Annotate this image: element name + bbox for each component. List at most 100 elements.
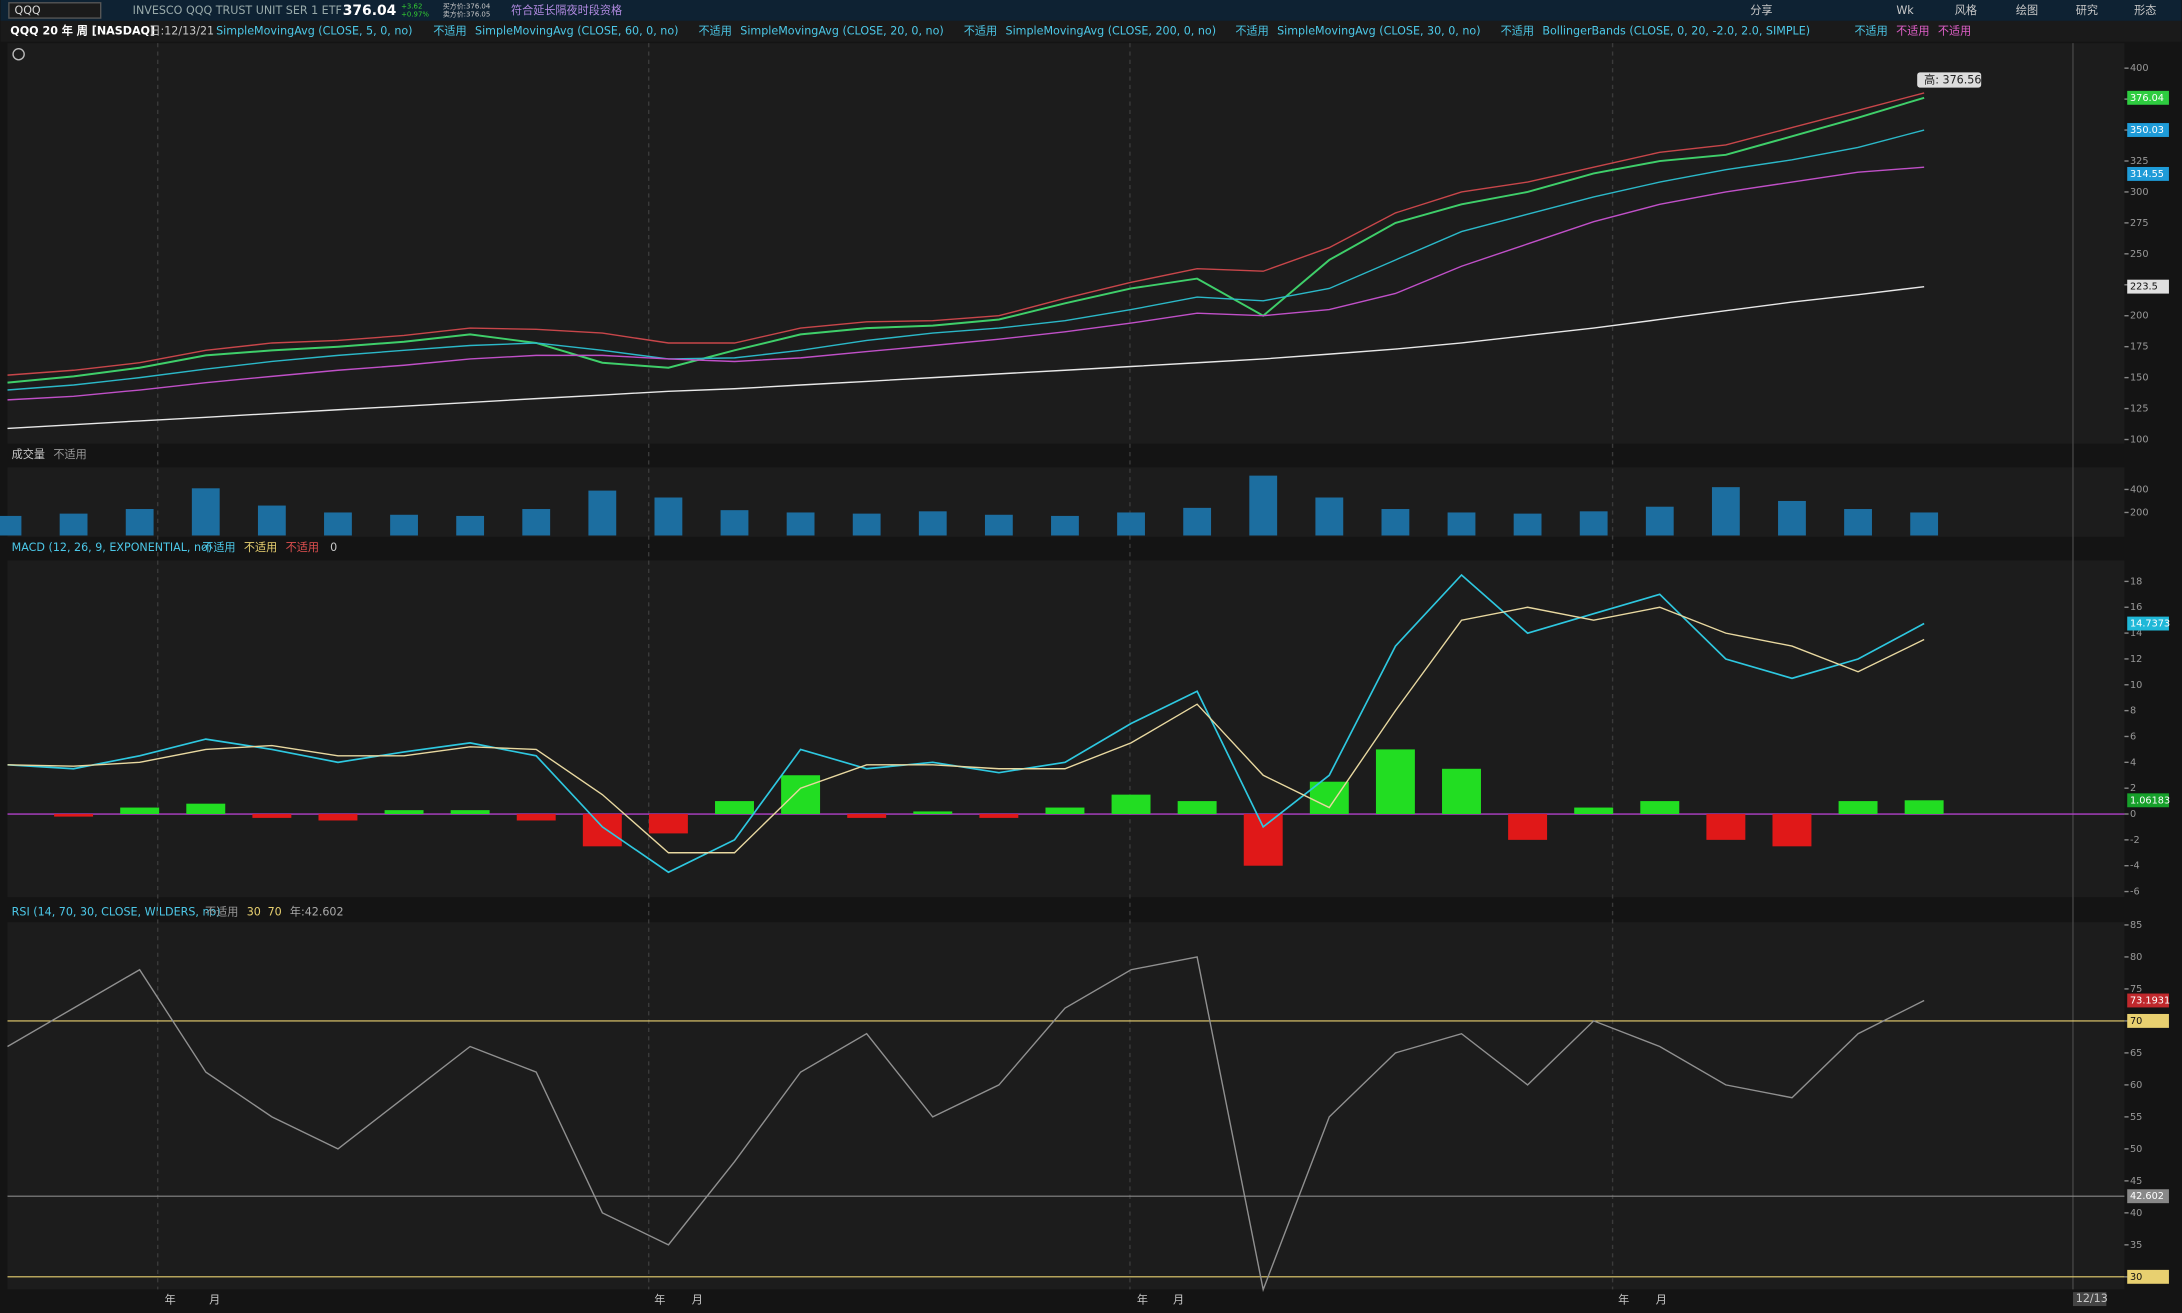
series-line	[7, 129, 1925, 391]
volume-bar	[1051, 515, 1079, 536]
histogram-bar	[1904, 800, 1944, 815]
series-line	[7, 92, 1925, 376]
histogram-bar	[516, 814, 556, 821]
value-badge	[2127, 279, 2169, 294]
badge-label: 42.602	[2130, 1191, 2164, 1202]
value-badge	[2127, 1269, 2169, 1284]
toolbar-button[interactable]: 风格	[1955, 3, 1977, 17]
y-tick-label: 85	[2130, 920, 2142, 931]
volume-bar	[1447, 512, 1476, 536]
y-tick-label: 35	[2130, 1240, 2142, 1251]
volume-bar	[786, 512, 815, 536]
value-badge	[2127, 1189, 2169, 1204]
volume-bar	[191, 488, 220, 536]
price-panel	[7, 43, 2125, 444]
histogram-bar	[1243, 814, 1283, 866]
y-tick-label: 14	[2130, 628, 2142, 639]
histogram-bar	[252, 814, 292, 818]
volume-bar	[0, 515, 22, 536]
macd-status: 不适用	[202, 541, 235, 554]
volume-bar	[852, 513, 881, 536]
description: INVESCO QQQ TRUST UNIT SER 1 ETF	[133, 4, 342, 17]
study-name[interactable]: SimpleMovingAvg (CLOSE, 30, 0, no)	[1277, 24, 1480, 37]
histogram-bar	[715, 801, 754, 815]
study-name[interactable]: SimpleMovingAvg (CLOSE, 20, 0, no)	[740, 24, 943, 37]
badge-label: 223.5	[2130, 282, 2158, 293]
toolbar	[0, 0, 2182, 21]
y-tick-label: 125	[2130, 404, 2149, 415]
badge-label: 70	[2130, 1016, 2142, 1027]
toolbar-button[interactable]: 形态	[2134, 4, 2156, 17]
macd-title: MACD (12, 26, 9, EXPONENTIAL, no)	[12, 541, 212, 554]
rsi-current: 年:42.602	[290, 904, 344, 918]
high-label: 高: 376.56	[1924, 73, 1981, 87]
aggregation[interactable]: Wk	[1896, 4, 1914, 17]
y-tick-label: 275	[2130, 218, 2149, 229]
histogram-bar	[1442, 768, 1481, 815]
histogram-bar	[979, 814, 1019, 818]
time-label: 年	[1137, 1292, 1148, 1306]
y-tick-label: 4	[2130, 757, 2136, 768]
volume-bar	[522, 509, 551, 536]
toolbar-button[interactable]: 绘图	[2016, 3, 2038, 17]
histogram-bar	[450, 810, 490, 815]
value-badge	[2127, 993, 2169, 1008]
y-tick-label: 0	[2130, 809, 2136, 820]
y-tick-label: 200	[2130, 507, 2149, 518]
study-name[interactable]: SimpleMovingAvg (CLOSE, 60, 0, no)	[475, 24, 678, 37]
symbol[interactable]: QQQ	[14, 4, 40, 17]
y-tick-label: -2	[2130, 835, 2140, 846]
toolbar-button[interactable]: 研究	[2076, 3, 2098, 17]
study-status: 不适用	[1854, 24, 1887, 37]
volume-bar	[984, 514, 1013, 536]
series-line	[7, 96, 1925, 384]
volume-bar	[918, 511, 947, 536]
histogram-bar	[582, 814, 622, 847]
value-badge	[2127, 793, 2169, 808]
value-badge	[2127, 90, 2169, 105]
histogram-bar	[847, 814, 887, 818]
badge-label: 1.06183	[2130, 795, 2170, 806]
histogram-bar	[1177, 801, 1217, 815]
badge-label: 314.55	[2130, 169, 2164, 180]
info-icon[interactable]	[12, 47, 25, 61]
volume-bar	[1645, 506, 1674, 536]
rsi-30: 30	[247, 905, 261, 918]
study-name[interactable]: BollingerBands (CLOSE, 0, 20, -2.0, 2.0,…	[1542, 24, 1810, 37]
study-name[interactable]: SimpleMovingAvg (CLOSE, 200, 0, no)	[1006, 24, 1217, 37]
y-tick-label: -4	[2130, 861, 2140, 872]
histogram-bar	[1574, 807, 1614, 815]
volume-bar	[654, 497, 683, 536]
rsi-title: RSI (14, 70, 30, CLOSE, WILDERS, no)	[12, 905, 221, 918]
histogram-bar	[648, 814, 688, 834]
histogram-bar	[54, 814, 94, 817]
study-status: 不适用	[1938, 24, 1971, 37]
histogram-bar	[1838, 801, 1878, 815]
value-badge	[2127, 616, 2169, 631]
study-status: 不适用	[1235, 24, 1268, 37]
volume-bar	[456, 515, 485, 536]
volume-bar	[1579, 511, 1608, 536]
macd-status: 不适用	[286, 541, 319, 554]
y-tick-label: 250	[2130, 249, 2149, 260]
macd-status: 不适用	[244, 541, 277, 554]
histogram-bar	[1111, 794, 1151, 815]
rsi-70: 70	[268, 905, 282, 918]
study-status: 不适用	[964, 24, 997, 37]
histogram-bar	[318, 814, 358, 821]
study-name[interactable]: SimpleMovingAvg (CLOSE, 5, 0, no)	[216, 24, 412, 37]
symbol-box[interactable]	[8, 2, 102, 19]
time-label: 月	[692, 1293, 703, 1306]
time-label: 年	[1618, 1292, 1629, 1306]
volume-bar	[1315, 497, 1344, 536]
volume-bar	[1711, 487, 1740, 536]
high-tooltip	[1917, 72, 1982, 88]
badge-label: 73.1931	[2130, 995, 2170, 1006]
toolbar-button[interactable]: 分享	[1750, 3, 1772, 17]
y-tick-label: 400	[2130, 63, 2149, 74]
rsi-status: 不适用	[205, 905, 238, 918]
y-tick-label: -6	[2130, 887, 2140, 898]
study-status: 不适用	[699, 24, 732, 37]
